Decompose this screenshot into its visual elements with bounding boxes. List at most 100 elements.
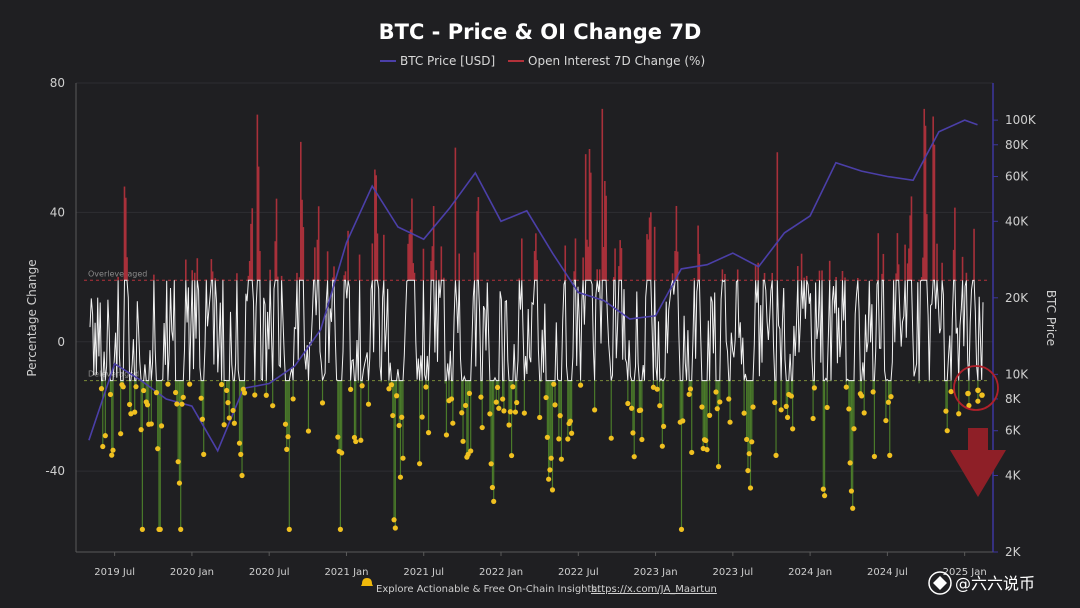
deleveraging-dot xyxy=(608,435,614,441)
deleveraging-dot xyxy=(956,411,962,417)
deleveraging-dot xyxy=(466,390,473,396)
deleveraging-dot xyxy=(639,436,645,443)
deleveraging-dot xyxy=(118,431,124,437)
deleveraging-dot xyxy=(543,394,549,401)
deleveraging-dot xyxy=(686,391,692,397)
x-tick-label: 2020 Jul xyxy=(249,567,290,578)
deleveraging-dot xyxy=(943,408,949,414)
deleveraging-dot xyxy=(744,436,750,443)
deleveraging-dot xyxy=(252,392,258,398)
deleveraging-dot xyxy=(557,413,563,419)
deleveraging-dot xyxy=(750,404,756,410)
threshold-label: Overleveraged xyxy=(88,269,147,278)
deleveraging-dot xyxy=(546,476,552,482)
deleveraging-dot xyxy=(488,461,494,467)
deleveraging-dot xyxy=(521,410,527,416)
deleveraging-dot xyxy=(396,422,402,429)
deleveraging-dot xyxy=(270,403,276,409)
x-tick-label: 2019 Jul xyxy=(94,567,135,578)
deleveraging-dot xyxy=(966,402,972,409)
annotation-circle xyxy=(953,365,999,411)
deleveraging-dot xyxy=(392,525,398,531)
deleveraging-dot xyxy=(176,480,183,486)
deleveraging-dot xyxy=(138,427,144,433)
deleveraging-dot xyxy=(450,420,456,426)
legend-label-oi[interactable]: Open Interest 7D Change (%) xyxy=(528,54,705,68)
x-tick-label: 2020 Jan xyxy=(170,567,214,578)
deleveraging-dot xyxy=(443,432,450,438)
grid xyxy=(76,82,993,472)
deleveraging-dot xyxy=(687,386,694,392)
deleveraging-dot xyxy=(175,459,181,465)
deleveraging-dot xyxy=(783,403,789,409)
deleveraging-dot xyxy=(569,430,575,436)
right-tick-label: 60K xyxy=(1005,170,1029,184)
deleveraging-dot xyxy=(399,414,405,420)
left-tick-label: 80 xyxy=(50,76,65,90)
deleveraging-dot xyxy=(778,407,784,413)
deleveraging-dot xyxy=(386,386,392,392)
deleveraging-dot xyxy=(419,414,425,420)
deleveraging-dot xyxy=(391,517,397,523)
footer: Explore Actionable & Free On-Chain Insig… xyxy=(361,578,717,595)
deleveraging-dot xyxy=(359,383,365,389)
deleveraging-dot xyxy=(847,460,853,466)
deleveraging-dot xyxy=(558,456,565,462)
deleveraging-dot xyxy=(290,396,296,402)
legend-label-price[interactable]: BTC Price [USD] xyxy=(400,54,495,68)
right-tick-label: 80K xyxy=(1005,138,1029,152)
deleveraging-dot xyxy=(148,421,154,427)
deleveraging-dot xyxy=(703,437,709,444)
deleveraging-dot xyxy=(717,399,723,405)
deleveraging-dot xyxy=(468,448,474,454)
deleveraging-dot xyxy=(153,390,160,396)
deleveraging-dot xyxy=(824,404,830,411)
deleveraging-dot xyxy=(107,391,114,398)
deleveraging-dot xyxy=(462,402,469,409)
deleveraging-dot xyxy=(820,486,826,492)
deleveraging-dot xyxy=(512,409,519,415)
deleveraging-dot xyxy=(707,412,713,418)
deleveraging-dot xyxy=(236,440,243,446)
deleveraging-dot xyxy=(238,451,244,457)
deleveraging-dot xyxy=(448,396,455,402)
x-tick-label: 2021 Jul xyxy=(403,567,444,578)
deleveraging-dot xyxy=(337,526,343,532)
deleveraging-dot xyxy=(745,467,751,474)
deleveraging-dot xyxy=(187,381,193,387)
deleveraging-dot xyxy=(629,405,635,411)
footer-link[interactable]: https://x.com/JA_Maartun xyxy=(591,584,717,595)
deleveraging-dot xyxy=(460,438,466,444)
deleveraging-dot xyxy=(388,382,395,388)
deleveraging-dot xyxy=(556,436,562,442)
left-axis-ticks: 80 40 0 -40 xyxy=(45,76,65,478)
deleveraging-dot xyxy=(351,434,358,441)
deleveraging-dot xyxy=(714,406,720,412)
deleveraging-dot xyxy=(172,389,179,396)
deleveraging-dot xyxy=(493,399,499,405)
deleveraging-dot xyxy=(810,415,816,422)
deleveraging-dot xyxy=(689,449,695,456)
deleveraging-dot xyxy=(459,410,465,416)
deleveraging-dot xyxy=(157,526,163,532)
deleveraging-dot xyxy=(883,417,889,424)
watermark: @六六说币 xyxy=(928,571,1035,595)
deleveraging-dot xyxy=(127,401,133,408)
deleveraging-dot xyxy=(501,408,507,414)
deleveraging-dot xyxy=(592,407,598,413)
deleveraging-dot xyxy=(174,401,180,407)
deleveraging-dot xyxy=(500,396,506,402)
chart-title: BTC - Price & OI Change 7D xyxy=(379,20,702,44)
deleveraging-dot xyxy=(749,439,755,445)
deleveraging-dot xyxy=(231,420,237,426)
deleveraging-dot xyxy=(98,386,105,392)
deleveraging-dot xyxy=(179,401,185,407)
deleveraging-dot xyxy=(144,402,151,408)
x-tick-label: 2024 Jul xyxy=(867,567,908,578)
deleveraging-dot xyxy=(638,407,644,413)
deleveraging-dot xyxy=(423,384,429,390)
x-tick-label: 2025 Jan xyxy=(943,567,987,578)
right-tick-label: 8K xyxy=(1005,392,1022,406)
deleveraging-dot xyxy=(887,452,893,458)
right-tick-label: 4K xyxy=(1005,468,1022,482)
